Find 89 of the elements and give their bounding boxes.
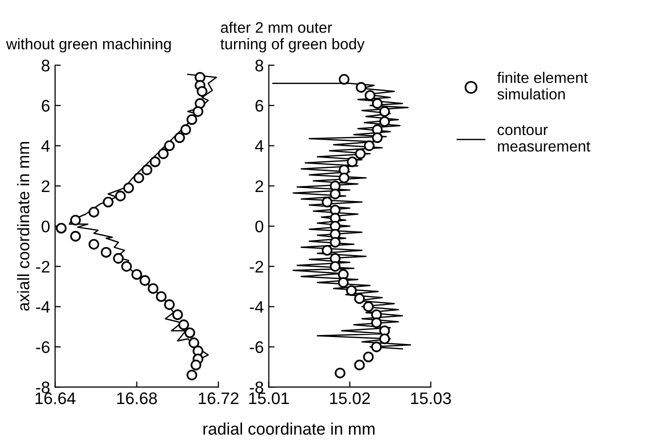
point	[133, 172, 144, 184]
legend-label: finite element simulation	[497, 72, 588, 100]
point	[131, 269, 142, 280]
x-tick-label: 15.01	[249, 392, 289, 404]
point	[56, 222, 67, 234]
y-tick-label: -4	[36, 301, 50, 313]
point	[142, 164, 152, 176]
point	[330, 188, 341, 200]
point	[180, 124, 192, 135]
point	[190, 360, 202, 370]
point	[346, 156, 358, 168]
point	[70, 230, 81, 242]
y-tick-label: -2	[250, 260, 264, 272]
point	[174, 132, 185, 144]
y-tick-label: 8	[255, 60, 264, 72]
point	[70, 214, 81, 226]
point	[330, 261, 341, 272]
point	[354, 148, 366, 160]
y-tick-label: 8	[42, 60, 50, 72]
point	[158, 148, 169, 160]
point	[115, 190, 126, 202]
point	[150, 156, 160, 168]
point	[140, 275, 150, 286]
point	[372, 132, 383, 144]
y-tick-label: -2	[36, 260, 50, 272]
point	[379, 333, 390, 344]
point	[88, 206, 100, 218]
y-tick-label: 0	[255, 220, 264, 232]
point	[322, 244, 332, 256]
y-tick-label: -6	[36, 341, 50, 354]
point	[379, 106, 390, 117]
point	[371, 317, 382, 328]
point	[338, 172, 350, 184]
y-tick-label: 0	[42, 220, 50, 232]
point	[322, 196, 332, 208]
point	[188, 338, 200, 348]
point	[194, 98, 206, 109]
y-tick-label: 2	[256, 180, 264, 192]
x-axis-title: radial coordinate in mm	[203, 422, 374, 435]
point	[186, 370, 198, 380]
point	[364, 140, 375, 152]
point	[88, 238, 100, 250]
point	[330, 236, 341, 248]
point	[186, 114, 198, 125]
point	[178, 319, 190, 330]
y-tick-label: 6	[256, 100, 264, 112]
point	[364, 90, 376, 101]
point	[172, 309, 183, 320]
point	[338, 74, 350, 85]
x-tick-label: 15.02	[330, 392, 370, 404]
y-tick-label: 6	[42, 100, 50, 112]
point	[184, 327, 196, 338]
chart-title: without green machining	[6, 38, 171, 52]
x-tick-label: 16.72	[198, 392, 238, 404]
point	[372, 98, 383, 109]
point	[148, 283, 158, 294]
point	[100, 246, 112, 258]
point	[356, 82, 366, 93]
point	[113, 253, 124, 264]
y-tick-label: -8	[36, 382, 50, 394]
y-tick-label: 4	[255, 140, 264, 152]
y-tick-label: 4	[41, 140, 50, 152]
point	[379, 116, 390, 127]
point	[363, 301, 374, 312]
chart-title: after 2 mm outer turning of green body	[220, 22, 365, 52]
y-axis-title: axiall coordinate in mm	[17, 142, 30, 311]
point	[102, 196, 114, 208]
x-tick-label: 16.64	[36, 392, 76, 404]
x-tick-label: 16.68	[117, 392, 157, 404]
y-tick-label: 2	[42, 180, 50, 192]
y-tick-label: -6	[250, 341, 264, 354]
point	[192, 106, 204, 117]
point	[156, 291, 167, 302]
point	[334, 368, 346, 378]
legend-label: contour measurement	[498, 125, 590, 152]
point	[371, 342, 382, 352]
x-tick-label: 15.03	[411, 392, 451, 404]
point	[363, 352, 374, 362]
point	[164, 299, 175, 310]
point	[354, 293, 365, 304]
y-tick-label: -4	[250, 301, 264, 313]
point	[164, 140, 175, 152]
point	[123, 182, 134, 194]
y-tick-label: -8	[250, 382, 264, 394]
point	[196, 86, 208, 97]
point	[338, 277, 349, 288]
point	[346, 285, 357, 296]
point	[354, 360, 365, 370]
point	[121, 261, 132, 272]
